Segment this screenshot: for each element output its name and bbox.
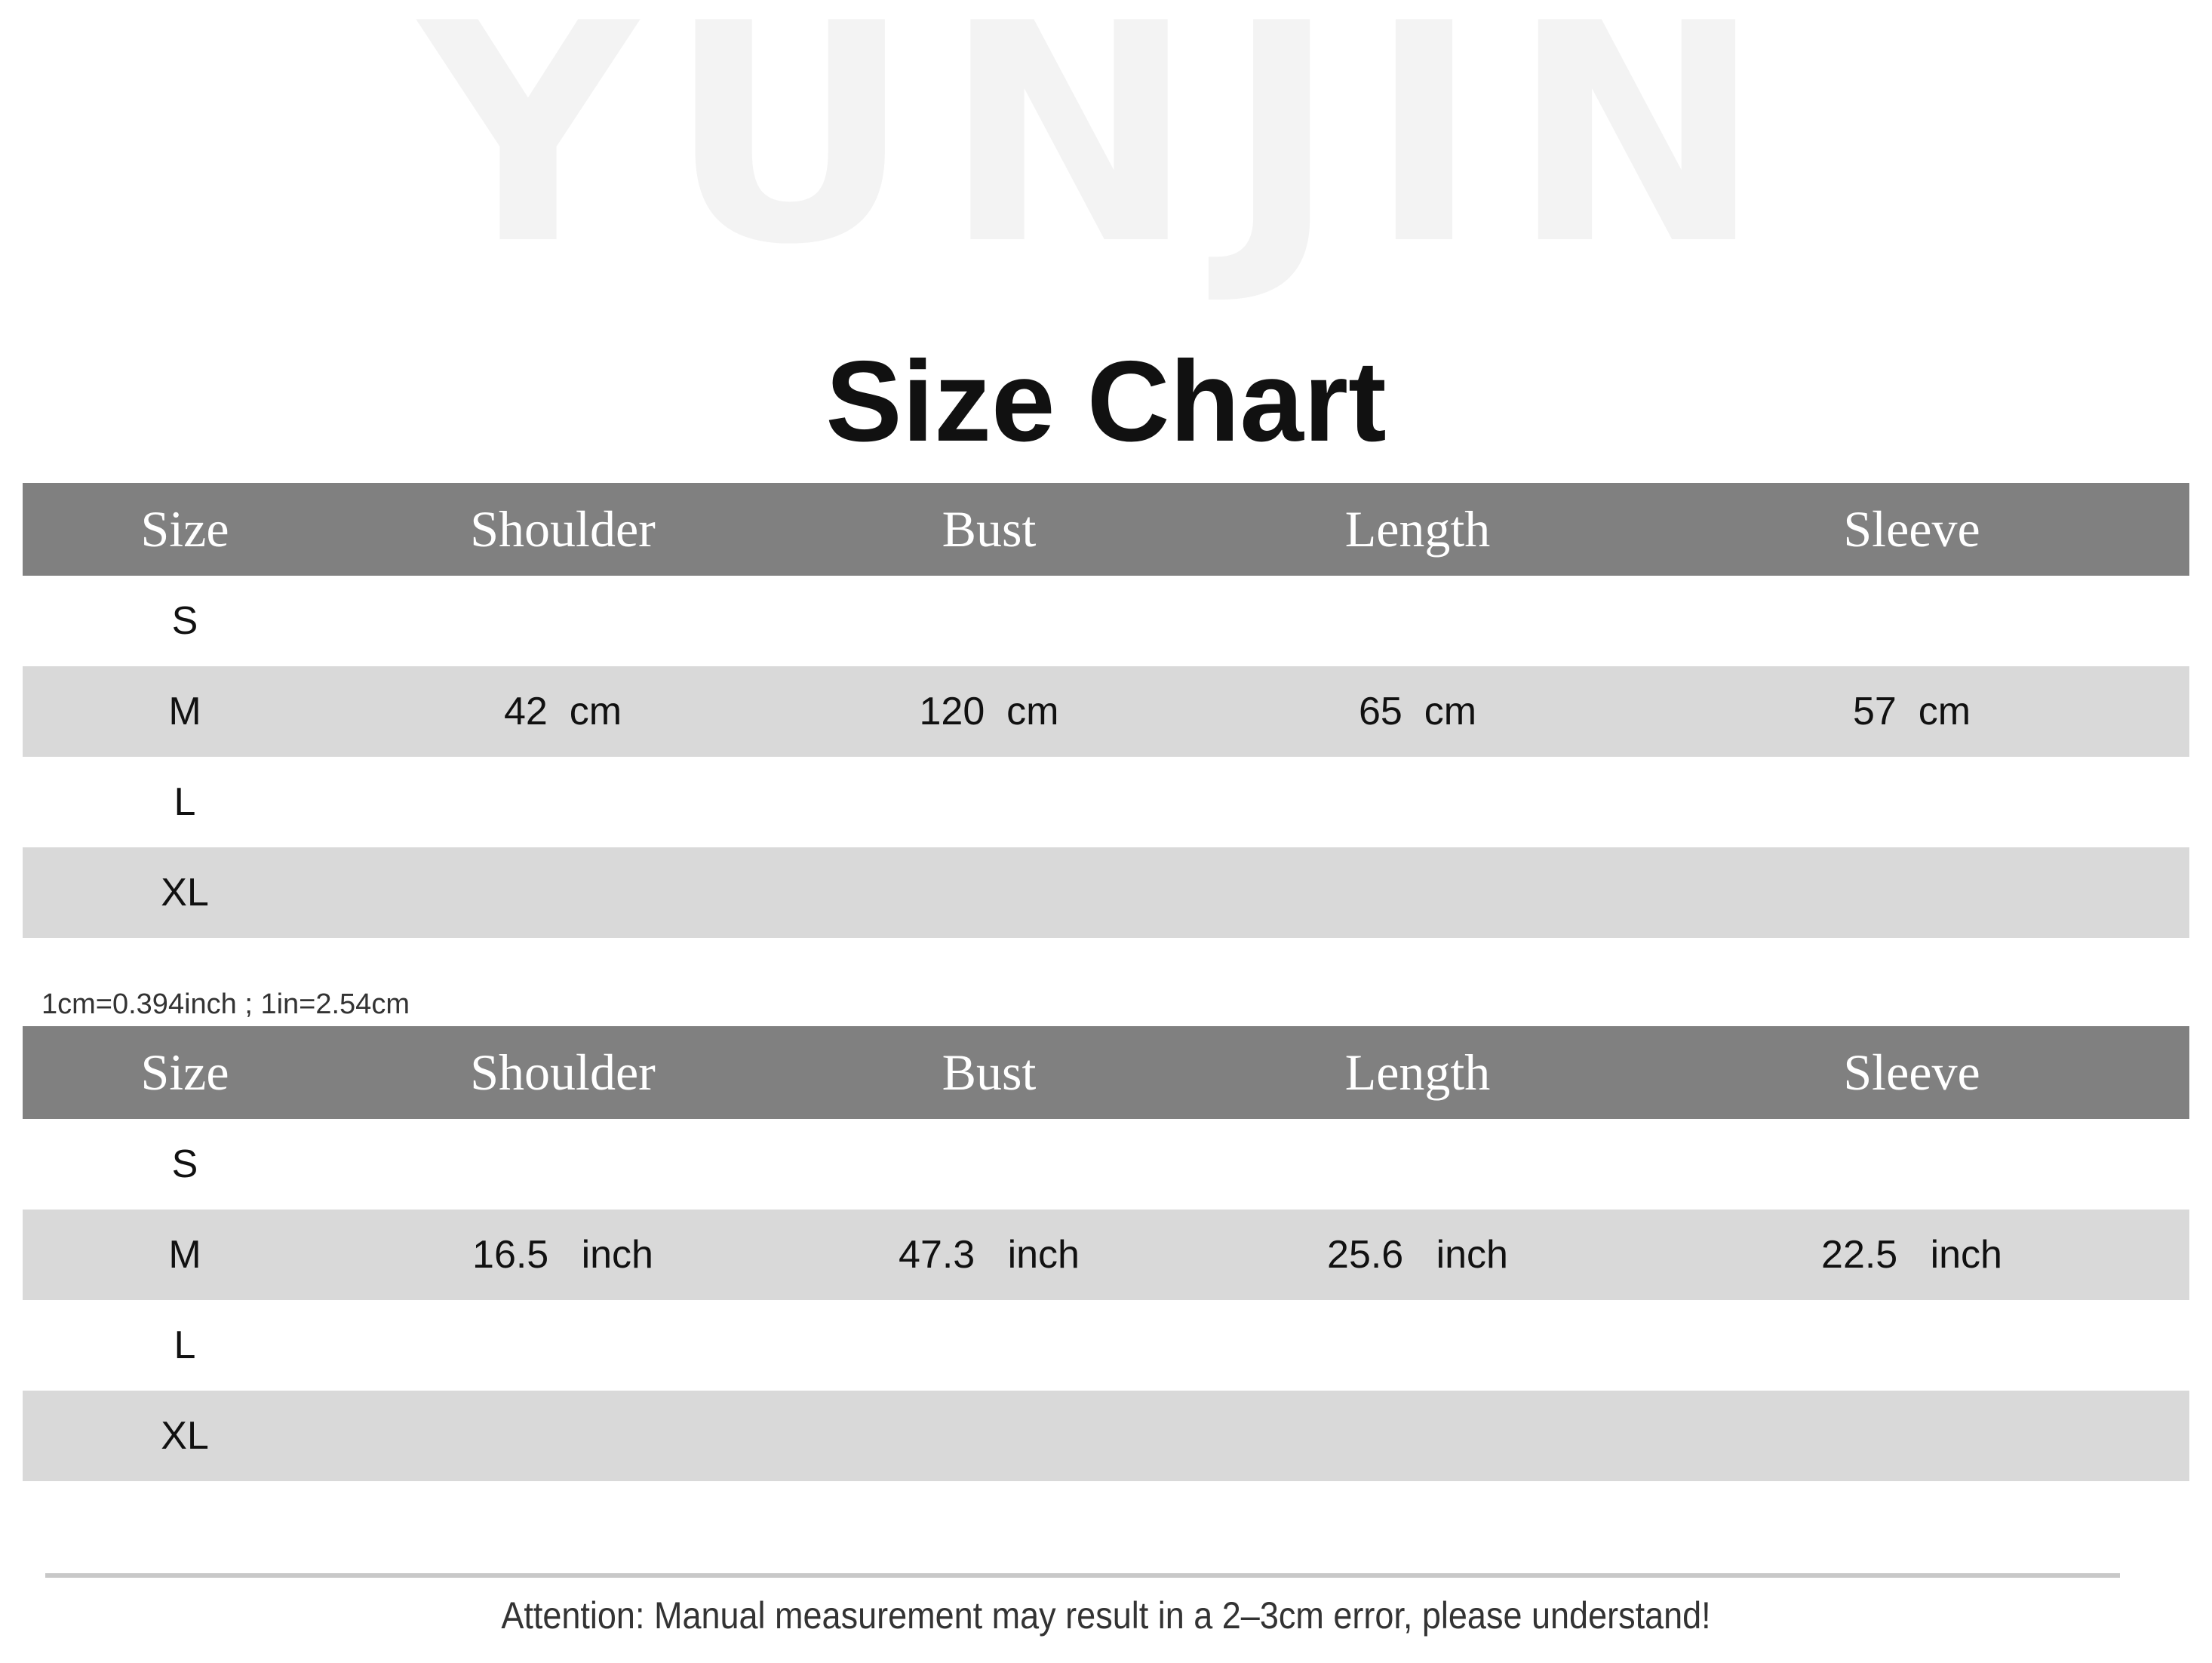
column-header: Sleeve bbox=[1843, 1044, 1980, 1101]
column-header: Shoulder bbox=[470, 500, 656, 558]
column-header: Size bbox=[140, 500, 229, 558]
table-cell: L bbox=[174, 780, 196, 824]
table-cell: 42 cm bbox=[503, 690, 622, 733]
table-row: L bbox=[23, 1300, 2189, 1391]
table-cell: 47.3 inch bbox=[899, 1233, 1080, 1277]
table-row: XL bbox=[23, 847, 2189, 938]
table-header: Size Shoulder Bust Length Sleeve bbox=[23, 483, 2189, 576]
table-cell: XL bbox=[161, 1414, 209, 1458]
cm-size-table: Size Shoulder Bust Length Sleeve S M 42 cm 120 c… bbox=[23, 483, 2189, 938]
table-cell: S bbox=[171, 599, 198, 643]
table-cell: M bbox=[168, 1233, 201, 1277]
column-header: Length bbox=[1344, 500, 1491, 558]
table-cell: 65 cm bbox=[1358, 690, 1477, 733]
column-header: Bust bbox=[942, 1044, 1037, 1101]
page-title: Size Chart bbox=[825, 337, 1387, 466]
brand-watermark-logo: YUNJIN bbox=[419, 0, 1793, 311]
divider bbox=[45, 1573, 2120, 1578]
column-header: Bust bbox=[942, 500, 1037, 558]
table-cell: 57 cm bbox=[1852, 690, 1971, 733]
table-cell: 25.6 inch bbox=[1327, 1233, 1508, 1277]
table-row: M 42 cm 120 cm 65 cm 57 cm bbox=[23, 666, 2189, 757]
table-cell: 120 cm bbox=[919, 690, 1059, 733]
attention-note: Attention: Manual measurement may result… bbox=[501, 1594, 1711, 1637]
table-cell: M bbox=[168, 690, 201, 733]
column-header: Length bbox=[1344, 1044, 1491, 1101]
table-row: M 16.5 inch 47.3 inch 25.6 inch 22.5 inch bbox=[23, 1210, 2189, 1300]
table-header: Size Shoulder Bust Length Sleeve bbox=[23, 1026, 2189, 1119]
conversion-note: 1cm=0.394inch ; 1in=2.54cm bbox=[41, 988, 410, 1020]
column-header: Size bbox=[140, 1044, 229, 1101]
table-row: L bbox=[23, 757, 2189, 847]
column-header: Sleeve bbox=[1843, 500, 1980, 558]
table-row: XL bbox=[23, 1391, 2189, 1481]
table-cell: 16.5 inch bbox=[472, 1233, 653, 1277]
table-cell: XL bbox=[161, 871, 209, 914]
table-cell: L bbox=[174, 1323, 196, 1367]
table-cell: S bbox=[171, 1142, 198, 1186]
table-row: S bbox=[23, 1119, 2189, 1210]
inch-size-table: Size Shoulder Bust Length Sleeve S M 16.5 inch 4… bbox=[23, 1026, 2189, 1481]
table-cell: 22.5 inch bbox=[1821, 1233, 2002, 1277]
column-header: Shoulder bbox=[470, 1044, 656, 1101]
table-row: S bbox=[23, 576, 2189, 666]
